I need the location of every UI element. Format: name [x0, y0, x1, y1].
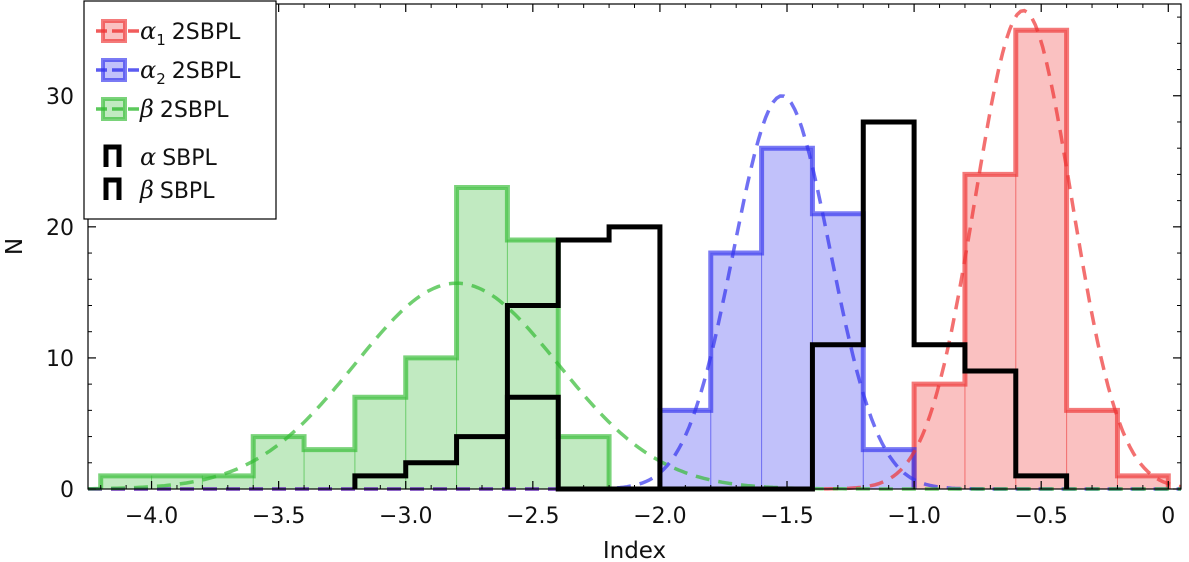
legend-label-1: α2 2SBPL	[140, 56, 241, 88]
hist-bar-1-2	[761, 147, 813, 490]
hist-outline-1	[657, 145, 917, 489]
x-axis-title: Index	[603, 538, 666, 562]
x-tick-labels: −4.0 −3.5 −3.0 −2.5 −2.0 −1.5 −1.0 −0.5 0	[125, 504, 1175, 529]
legend-label-0: α1 2SBPL	[140, 17, 241, 49]
x-tick-label: −4.0	[125, 504, 178, 529]
x-tick-label: −2.0	[633, 504, 686, 529]
x-tick-label: −3.5	[252, 504, 305, 529]
x-tick-label: −1.0	[887, 504, 940, 529]
hist-bar-0-1	[964, 173, 1017, 490]
y-tick-label: 0	[60, 478, 74, 503]
hist-outline-0	[911, 27, 1171, 489]
x-tick-label: −1.5	[760, 504, 813, 529]
hist-bar-2-4	[303, 449, 356, 490]
legend-label-2: β 2SBPL	[139, 95, 229, 123]
legend-swatch-3	[103, 144, 122, 167]
step-outline-3	[504, 224, 663, 489]
hist-bar-2-8	[506, 239, 559, 490]
legend-label-4: β SBPL	[139, 176, 215, 204]
hist-bar-1-3	[811, 213, 864, 490]
y-tick-label: 20	[46, 216, 74, 241]
hist-bar-1-4	[862, 449, 915, 490]
hist-outline-2	[98, 185, 612, 489]
hist-bar-2-7	[456, 187, 508, 490]
y-tick-label: 30	[46, 85, 74, 110]
hist-bar-1-1	[710, 252, 763, 490]
hist-bar-0-2	[1015, 29, 1068, 490]
y-tick-labels: 0 10 20 30	[46, 85, 74, 503]
x-tick-label: −2.5	[506, 504, 559, 529]
axis-ticks	[88, 4, 1181, 490]
hist-bar-0-3	[1066, 409, 1118, 490]
y-tick-label: 10	[46, 347, 74, 372]
hist-bar-2-9	[557, 436, 610, 490]
y-axis-title: N	[2, 238, 28, 255]
x-tick-label: −3.0	[379, 504, 432, 529]
legend-swatch-4	[103, 177, 122, 200]
legend-label-3: α SBPL	[140, 143, 218, 171]
legend: α1 2SBPL α2 2SBPL β 2SBPL α SBPL β SBPL	[83, 0, 277, 220]
x-tick-label: 0	[1161, 504, 1175, 529]
hist-bar-2-6	[405, 357, 458, 490]
x-tick-label: −0.5	[1014, 504, 1067, 529]
histogram-fills	[98, 27, 1171, 490]
